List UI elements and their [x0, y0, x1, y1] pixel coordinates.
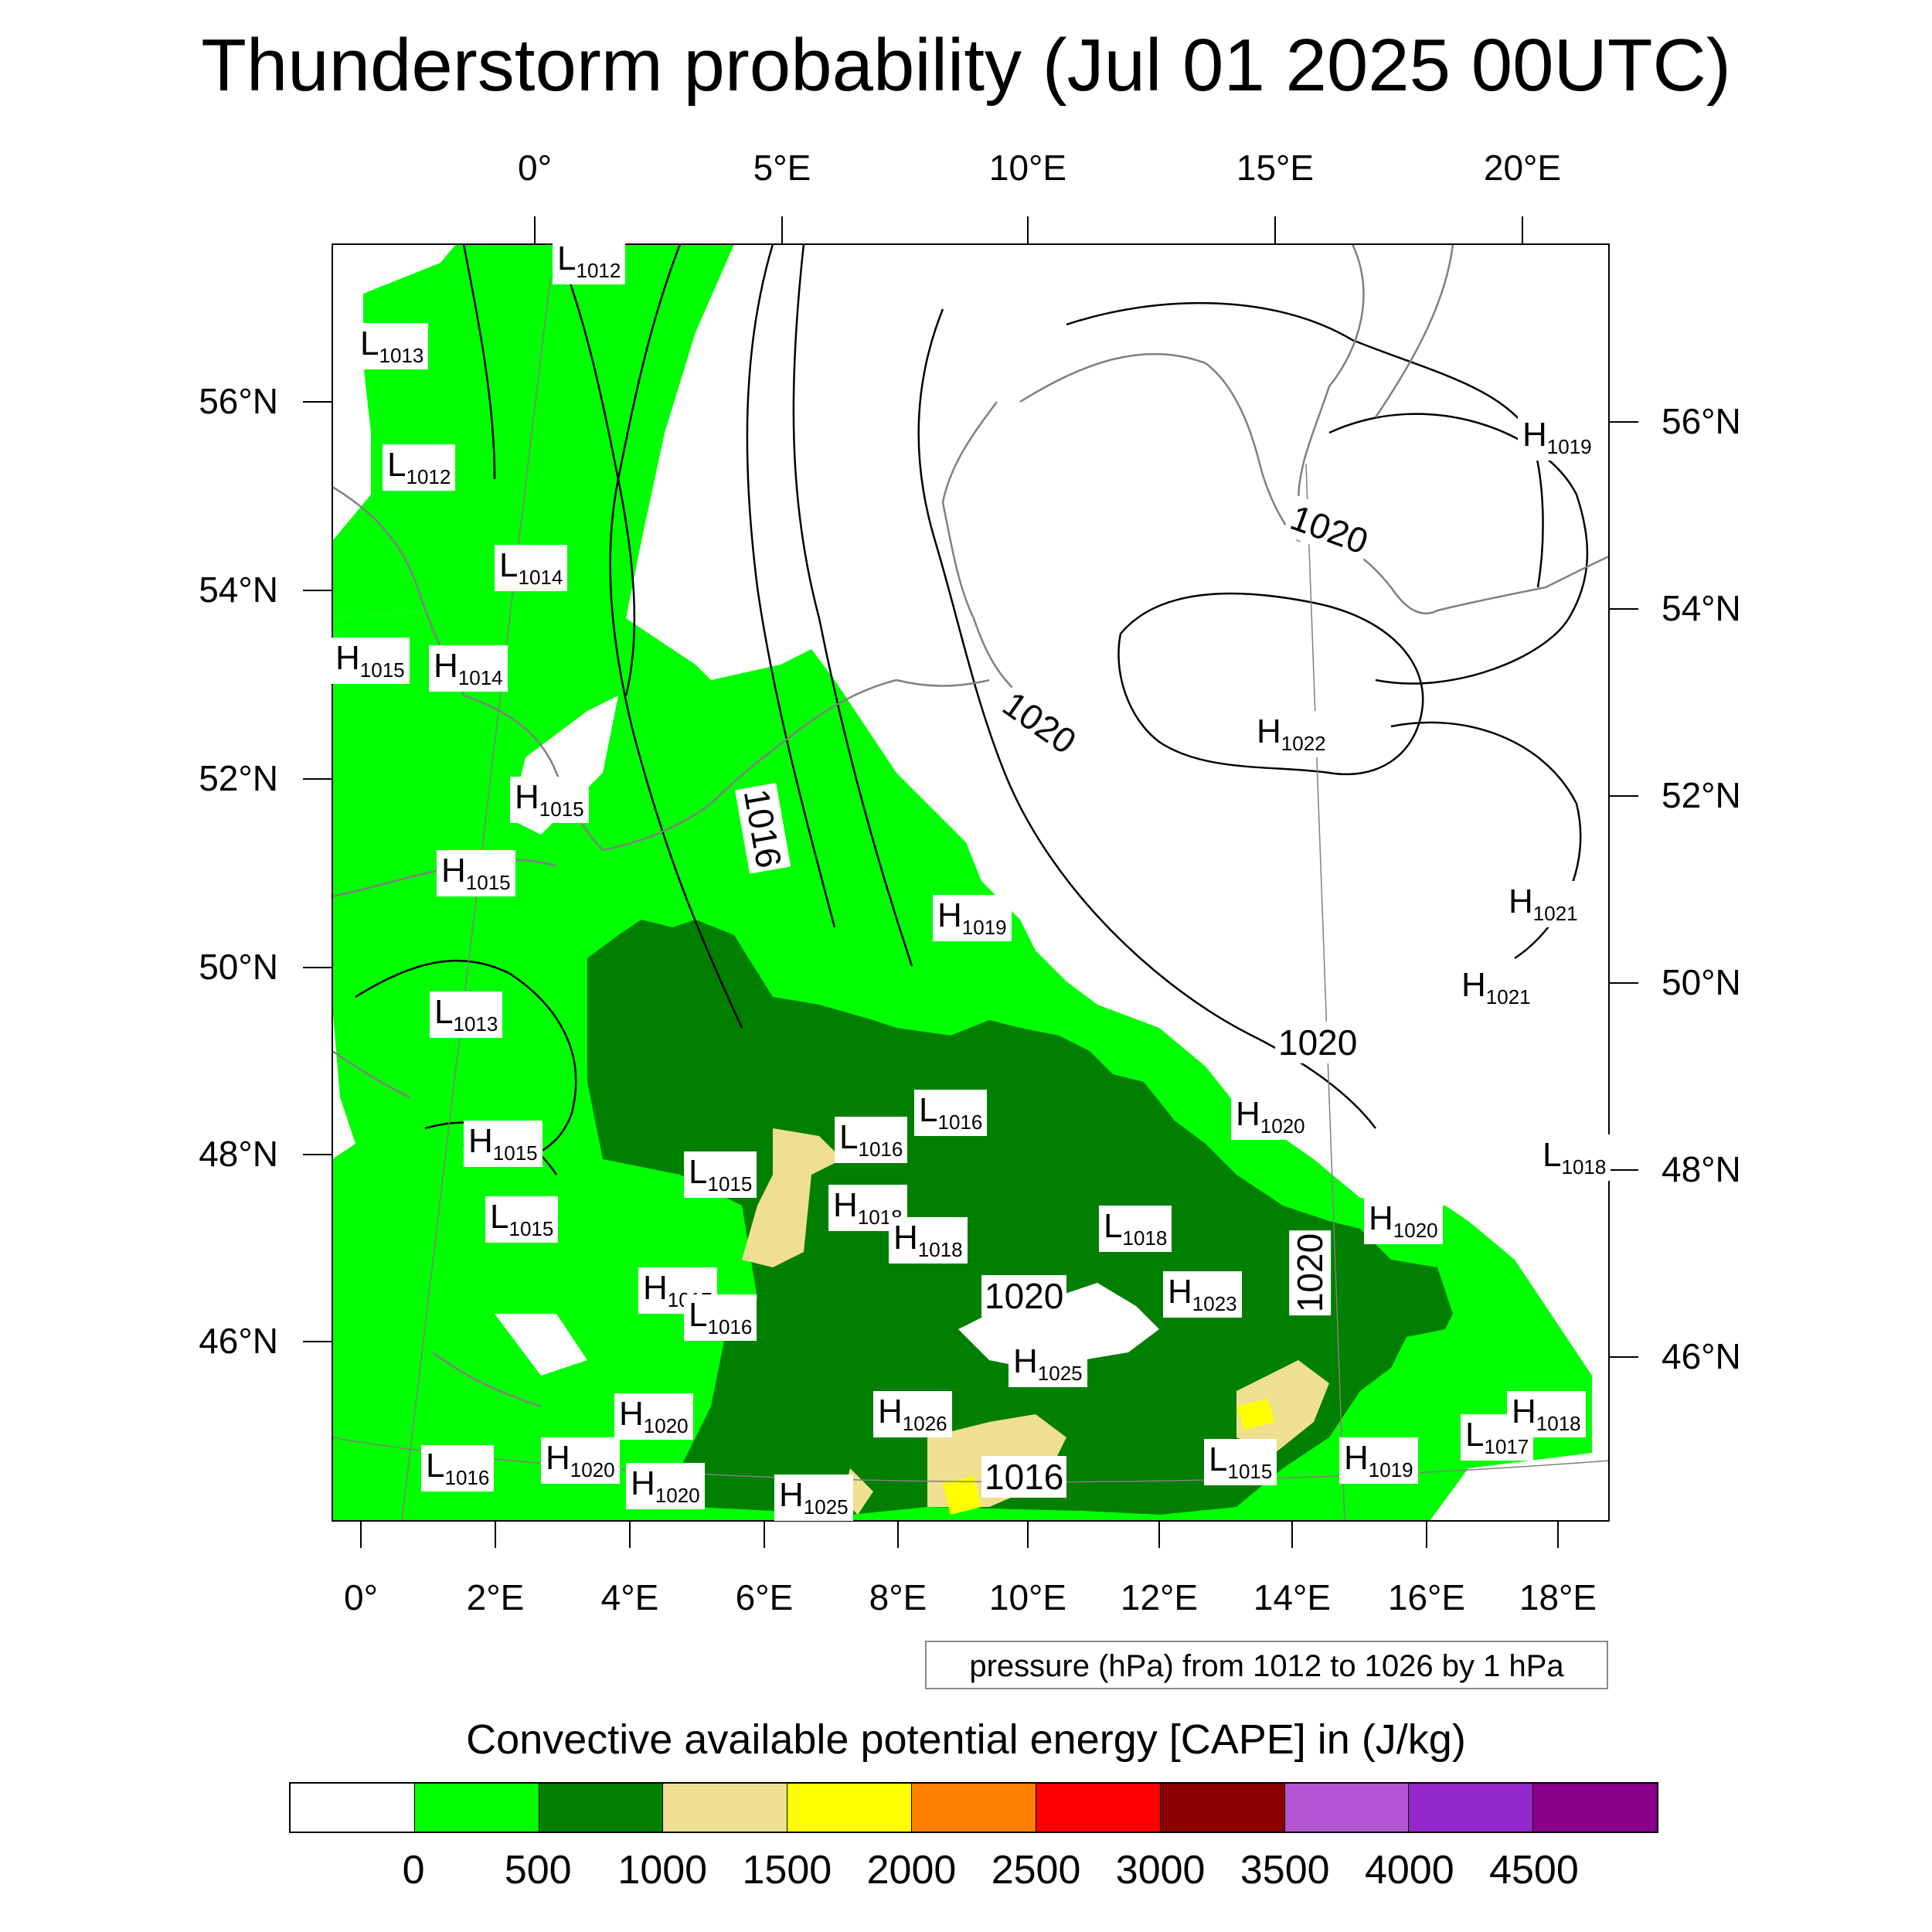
- low-pressure-label: L1016: [914, 1090, 988, 1136]
- low-pressure-label: L1014: [495, 545, 568, 591]
- isobar-label: 1016: [981, 1456, 1067, 1498]
- bottom-lon-label: 0°: [344, 1577, 378, 1617]
- right-lat-label: 56°N: [1662, 401, 1741, 441]
- high-pressure-label: H1021: [1504, 881, 1583, 927]
- colorbar-tick-label: 3500: [1240, 1848, 1330, 1893]
- colorbar: [289, 1782, 1658, 1833]
- low-pressure-label: L1016: [684, 1294, 757, 1341]
- high-pressure-label: H1015: [464, 1121, 543, 1167]
- bottom-lon-label: 2°E: [466, 1577, 525, 1617]
- colorbar-swatch: [414, 1784, 539, 1832]
- colorbar-tick-label: 4000: [1364, 1848, 1454, 1893]
- right-lat-label: 54°N: [1662, 588, 1741, 628]
- top-lon-label: 0°: [518, 148, 552, 188]
- pressure-info-box: pressure (hPa) from 1012 to 1026 by 1 hP…: [925, 1641, 1608, 1689]
- map-frame: [332, 243, 1610, 1522]
- high-pressure-label: H1025: [774, 1475, 853, 1521]
- left-lat-label: 48°N: [199, 1134, 278, 1174]
- high-pressure-label: H1018: [889, 1217, 968, 1264]
- isobar-label: 1020: [1289, 1230, 1332, 1316]
- colorbar-swatch: [787, 1784, 913, 1832]
- colorbar-title: Convective available potential energy [C…: [466, 1716, 1466, 1763]
- cape-band-1500-2000: [943, 1399, 1275, 1515]
- high-pressure-label: H1026: [873, 1391, 952, 1437]
- low-pressure-label: L1015: [1204, 1439, 1277, 1485]
- colorbar-tick-label: 500: [504, 1848, 572, 1893]
- isobar-label: 1020: [981, 1275, 1067, 1317]
- top-lon-label: 10°E: [988, 148, 1067, 188]
- isobar-label: 1020: [1275, 1022, 1361, 1063]
- high-pressure-label: H1015: [510, 777, 589, 823]
- high-pressure-label: H1021: [1457, 964, 1536, 1011]
- low-pressure-label: L1018: [1538, 1134, 1611, 1181]
- low-pressure-label: L1013: [430, 992, 503, 1038]
- bottom-lon-label: 16°E: [1387, 1577, 1466, 1617]
- colorbar-swatch: [1409, 1784, 1534, 1832]
- colorbar-swatch: [1160, 1784, 1285, 1832]
- high-pressure-label: H1019: [933, 895, 1012, 941]
- high-pressure-label: H1018: [828, 1185, 907, 1231]
- top-lon-label: 5°E: [753, 148, 811, 188]
- colorbar-swatch: [1533, 1784, 1657, 1832]
- high-pressure-label: H1019: [1518, 414, 1597, 461]
- bottom-lon-label: 8°E: [869, 1577, 927, 1617]
- high-pressure-label: H1020: [541, 1437, 620, 1484]
- low-pressure-label: L1013: [355, 323, 429, 369]
- low-pressure-label: L1016: [421, 1445, 495, 1492]
- high-pressure-label: H1022: [1252, 711, 1331, 757]
- isobars: [355, 243, 1589, 1175]
- high-pressure-label: H1015: [437, 850, 515, 896]
- top-lon-label: 20°E: [1483, 148, 1562, 188]
- high-pressure-label: H1020: [614, 1393, 693, 1440]
- colorbar-tick-label: 4500: [1489, 1848, 1579, 1893]
- right-lat-label: 46°N: [1662, 1336, 1741, 1376]
- colorbar-swatch: [912, 1784, 1036, 1832]
- low-pressure-label: L1015: [684, 1151, 757, 1198]
- low-pressure-label: L1012: [383, 444, 456, 491]
- bottom-lon-label: 10°E: [988, 1577, 1067, 1617]
- high-pressure-label: H1015: [331, 638, 410, 684]
- top-lon-label: 15°E: [1236, 148, 1315, 188]
- bottom-lon-label: 6°E: [735, 1577, 794, 1617]
- high-pressure-label: H1019: [1339, 1437, 1418, 1484]
- bottom-lon-label: 14°E: [1253, 1577, 1332, 1617]
- map-title: Thunderstorm probability (Jul 01 2025 00…: [201, 24, 1731, 107]
- low-pressure-label: L1012: [553, 238, 626, 284]
- colorbar-tick-label: 2000: [866, 1848, 957, 1893]
- left-lat-label: 46°N: [199, 1321, 278, 1361]
- low-pressure-label: L1015: [485, 1196, 559, 1243]
- bottom-lon-label: 12°E: [1120, 1577, 1199, 1617]
- high-pressure-label: H1020: [1364, 1198, 1443, 1244]
- bottom-lon-label: 18°E: [1519, 1577, 1597, 1617]
- left-lat-label: 52°N: [199, 758, 278, 798]
- colorbar-swatch: [1036, 1784, 1161, 1832]
- cape-band-500-1000: [587, 920, 1453, 1515]
- low-pressure-label: L1018: [1099, 1206, 1172, 1252]
- bottom-lon-label: 4°E: [600, 1577, 659, 1617]
- left-lat-label: 54°N: [199, 570, 278, 610]
- colorbar-swatch: [539, 1784, 664, 1832]
- right-lat-label: 50°N: [1662, 962, 1741, 1002]
- high-pressure-label: H1018: [1507, 1391, 1586, 1437]
- high-pressure-label: H1014: [429, 645, 508, 692]
- colorbar-tick-label: 3000: [1115, 1848, 1206, 1893]
- high-pressure-label: H1020: [1231, 1094, 1310, 1140]
- colorbar-tick-label: 2500: [991, 1848, 1081, 1893]
- left-lat-label: 50°N: [199, 947, 278, 987]
- colorbar-tick-label: 0: [402, 1848, 425, 1893]
- right-lat-label: 52°N: [1662, 775, 1741, 815]
- high-pressure-label: H1025: [1009, 1341, 1087, 1387]
- colorbar-swatch: [663, 1784, 788, 1832]
- right-lat-label: 48°N: [1662, 1149, 1741, 1189]
- colorbar-swatch: [1284, 1784, 1410, 1832]
- high-pressure-label: H1023: [1163, 1271, 1242, 1318]
- colorbar-tick-label: 1500: [742, 1848, 832, 1893]
- high-pressure-label: H1020: [626, 1463, 705, 1509]
- colorbar-tick-label: 1000: [617, 1848, 708, 1893]
- left-lat-label: 56°N: [199, 381, 278, 421]
- low-pressure-label: L1016: [835, 1117, 908, 1163]
- colorbar-swatch: [291, 1784, 415, 1832]
